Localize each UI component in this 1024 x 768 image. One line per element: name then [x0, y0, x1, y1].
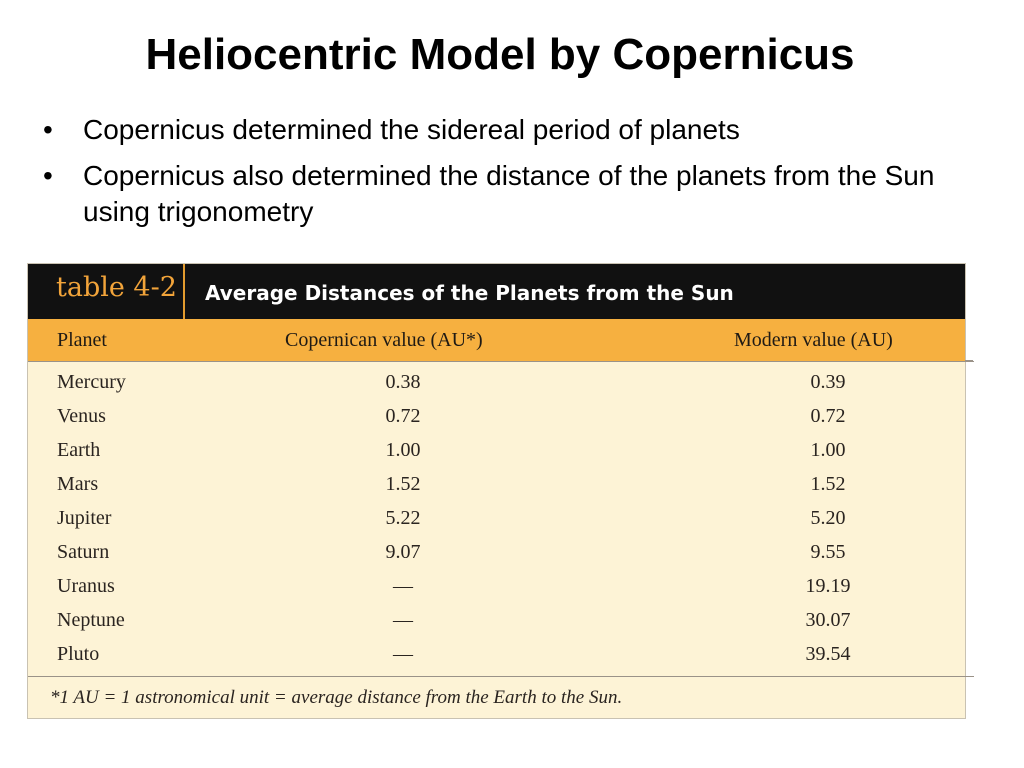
- bullet-list: • Copernicus determined the sidereal per…: [40, 112, 1000, 240]
- cell-planet: Mars: [57, 473, 99, 495]
- cell-planet: Venus: [57, 405, 106, 427]
- table-row: Uranus — 19.19: [28, 573, 965, 607]
- column-header-bar: [28, 319, 965, 361]
- cell-copernican-value: —: [393, 575, 413, 597]
- cell-modern-value: 5.20: [810, 507, 846, 529]
- column-header-copernican: Copernican value (AU*): [285, 329, 483, 351]
- header-divider-extension: [965, 360, 973, 361]
- column-header-planet: Planet: [57, 329, 107, 351]
- cell-planet: Jupiter: [57, 507, 112, 529]
- cell-copernican-value: —: [393, 643, 413, 665]
- cell-copernican-value: 1.52: [385, 473, 421, 495]
- table-row: Saturn 9.07 9.55: [28, 539, 965, 573]
- table-row: Earth 1.00 1.00: [28, 437, 965, 471]
- bullet-item: • Copernicus determined the sidereal per…: [40, 112, 1000, 148]
- cell-modern-value: 0.39: [810, 371, 846, 393]
- cell-modern-value: 30.07: [805, 609, 851, 631]
- table-footnote: *1 AU = 1 astronomical unit = average di…: [50, 687, 623, 708]
- cell-copernican-value: —: [393, 609, 413, 631]
- cell-copernican-value: 1.00: [385, 439, 421, 461]
- table-row: Venus 0.72 0.72: [28, 403, 965, 437]
- cell-planet: Mercury: [57, 371, 126, 393]
- cell-planet: Saturn: [57, 541, 110, 563]
- table-body: Mercury 0.38 0.39 Venus 0.72 0.72 Earth …: [28, 369, 965, 675]
- cell-modern-value: 19.19: [805, 575, 851, 597]
- bullet-dot-icon: •: [43, 160, 53, 191]
- cell-copernican-value: 0.38: [385, 371, 421, 393]
- header-divider-line: [28, 361, 974, 362]
- table-tag-divider: [183, 264, 185, 319]
- bullet-dot-icon: •: [43, 114, 53, 145]
- cell-modern-value: 0.72: [810, 405, 846, 427]
- cell-planet: Uranus: [57, 575, 115, 597]
- cell-modern-value: 9.55: [810, 541, 846, 563]
- bullet-item: • Copernicus also determined the distanc…: [40, 158, 1000, 230]
- cell-copernican-value: 9.07: [385, 541, 421, 563]
- slide-title: Heliocentric Model by Copernicus: [145, 30, 855, 79]
- cell-modern-value: 1.52: [810, 473, 846, 495]
- column-header-modern: Modern value (AU): [734, 329, 893, 351]
- bullet-text: Copernicus determined the sidereal perio…: [83, 114, 740, 145]
- table-number-label: table 4-2: [56, 272, 177, 303]
- table-caption: Average Distances of the Planets from th…: [205, 281, 734, 305]
- footnote-divider-line: [28, 676, 974, 677]
- table-row: Pluto — 39.54: [28, 641, 965, 675]
- cell-modern-value: 39.54: [805, 643, 851, 665]
- cell-copernican-value: 5.22: [385, 507, 421, 529]
- cell-copernican-value: 0.72: [385, 405, 421, 427]
- table-row: Mercury 0.38 0.39: [28, 369, 965, 403]
- table-row: Neptune — 30.07: [28, 607, 965, 641]
- cell-planet: Earth: [57, 439, 101, 461]
- cell-modern-value: 1.00: [810, 439, 846, 461]
- bullet-text: Copernicus also determined the distance …: [83, 160, 935, 227]
- cell-planet: Neptune: [57, 609, 125, 631]
- cell-planet: Pluto: [57, 643, 100, 665]
- table-row: Mars 1.52 1.52: [28, 471, 965, 505]
- distance-table: table 4-2 Average Distances of the Plane…: [27, 263, 974, 719]
- table-row: Jupiter 5.22 5.20: [28, 505, 965, 539]
